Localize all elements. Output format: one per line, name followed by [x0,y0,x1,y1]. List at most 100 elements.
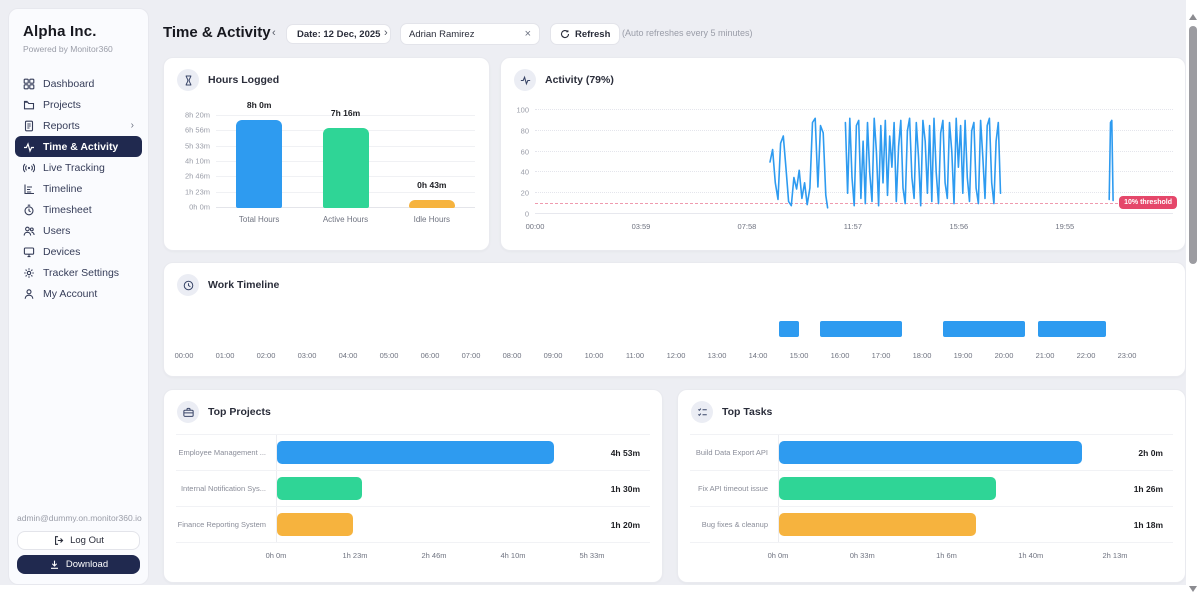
sidebar-item-tracker-settings[interactable]: Tracker Settings [15,262,142,283]
row-label: Fix API timeout issue [690,484,778,493]
pulse-icon [23,141,35,153]
card-header: Hours Logged [164,58,489,102]
scrollbar-thumb[interactable] [1189,26,1197,264]
y-axis-tick: 6h 56m [185,126,210,135]
activity-card: Activity (79%) 02040608010000:0003:5907:… [500,57,1186,251]
logout-icon [53,535,64,546]
hbar-row: Build Data Export API2h 0m [690,434,1173,470]
activity-line-chart: 02040608010000:0003:5907:5811:5715:5619:… [535,110,1173,214]
sidebar-item-timeline[interactable]: Timeline [15,178,142,199]
refresh-label: Refresh [575,29,610,40]
bar-active-hours [323,128,369,208]
x-axis-category: Idle Hours [414,215,450,224]
work-session-bar [820,321,902,337]
person-icon [23,288,35,300]
hbar-fill [277,441,554,464]
refresh-button[interactable]: Refresh [550,23,620,45]
hour-label: 08:00 [503,351,522,360]
vertical-scrollbar[interactable] [1186,0,1200,598]
work-session-bar [943,321,1025,337]
hour-label: 12:00 [667,351,686,360]
bar-value-label: 7h 16m [331,108,360,118]
stopwatch-icon [23,204,35,216]
timeline-track: 00:0001:0002:0003:0004:0005:0006:0007:00… [184,309,1127,351]
x-axis-tick: 00:00 [526,222,545,231]
projects-folder-icon [23,99,35,111]
hbar-row: Internal Notification Sys... 1h 30m [176,470,650,506]
scroll-down-arrow-icon[interactable] [1189,586,1197,592]
y-axis-tick: 60 [521,147,529,156]
sidebar-item-label: Dashboard [43,78,94,90]
reports-document-icon [23,120,35,132]
y-axis-tick: 4h 10m [185,157,210,166]
sidebar-item-users[interactable]: Users [15,220,142,241]
hour-label: 21:00 [1036,351,1055,360]
bar-value-label: 0h 43m [417,180,446,190]
work-session-bar [1038,321,1106,337]
y-axis-tick: 100 [516,106,529,115]
sidebar-item-label: Tracker Settings [43,267,119,279]
x-axis-tick: 11:57 [844,222,862,231]
row-value: 4h 53m [592,448,650,458]
x-axis-tick: 03:59 [632,222,651,231]
x-axis-tick: 2h 46m [421,551,446,560]
date-prev-button[interactable]: ‹ [272,27,276,39]
gear-icon [23,267,35,279]
scroll-up-arrow-icon[interactable] [1189,14,1197,20]
hbar-fill [779,441,1082,464]
hbar-fill [779,513,976,536]
sidebar-item-timesheet[interactable]: Timesheet [15,199,142,220]
sidebar-item-label: Time & Activity [43,141,118,153]
activity-series [535,110,1173,214]
sidebar-item-label: Projects [43,99,81,111]
sidebar-item-dashboard[interactable]: Dashboard [15,73,142,94]
sidebar-item-devices[interactable]: Devices [15,241,142,262]
sidebar-item-label: My Account [43,288,97,300]
sidebar-item-live-tracking[interactable]: Live Tracking [15,157,142,178]
logout-button[interactable]: Log Out [17,531,140,550]
card-header: Top Tasks [678,390,1185,434]
download-button[interactable]: Download [17,555,140,574]
sidebar-item-label: Live Tracking [43,162,105,174]
bar-idle-hours [409,200,455,208]
row-value: 1h 20m [592,520,650,530]
x-axis-tick: 1h 40m [1018,551,1043,560]
sidebar-item-projects[interactable]: Projects [15,94,142,115]
close-icon[interactable]: × [525,28,531,40]
hour-label: 23:00 [1118,351,1137,360]
sidebar-item-time-activity[interactable]: Time & Activity [15,136,142,157]
row-label: Internal Notification Sys... [176,484,276,493]
person-select[interactable]: Adrian Ramirez × [400,23,540,45]
card-title: Top Tasks [722,406,772,418]
sidebar-item-reports[interactable]: Reports › [15,115,142,136]
date-next-button[interactable]: › [384,27,388,39]
hour-label: 15:00 [790,351,809,360]
page-title: Time & Activity [163,24,271,41]
app-background: Alpha Inc. Powered by Monitor360 Dashboa… [0,0,1200,585]
y-axis-tick: 40 [521,168,529,177]
date-selector[interactable]: Date: 12 Dec, 2025 [286,24,391,44]
download-icon [49,559,60,570]
row-value: 1h 30m [592,484,650,494]
auto-refresh-note: (Auto refreshes every 5 minutes) [622,28,753,38]
x-axis-tick: 0h 0m [768,551,789,560]
date-label: Date: 12 Dec, 2025 [297,29,380,40]
card-title: Top Projects [208,406,271,418]
sidebar: Alpha Inc. Powered by Monitor360 Dashboa… [8,8,149,585]
top-tasks-card: Top Tasks Build Data Export API2h 0m Fix … [677,389,1186,583]
logout-label: Log Out [70,535,104,546]
card-header: Work Timeline [164,263,1185,307]
card-title: Work Timeline [208,279,279,291]
hour-label: 03:00 [298,351,317,360]
x-axis-tick: 19:55 [1055,222,1074,231]
top-projects-chart: Employee Management ... 4h 53m Internal No… [176,434,650,561]
row-label: Employee Management ... [176,448,276,457]
sidebar-nav: Dashboard Projects Reports › Time & Acti… [15,73,142,304]
sidebar-item-my-account[interactable]: My Account [15,283,142,304]
card-header: Activity (79%) [501,58,1185,102]
hbar-row: Employee Management ... 4h 53m [176,434,650,470]
activity-wave-icon [514,69,536,91]
sidebar-item-label: Timesheet [43,204,92,216]
hour-label: 16:00 [831,351,850,360]
chevron-right-icon[interactable]: › [131,120,134,131]
